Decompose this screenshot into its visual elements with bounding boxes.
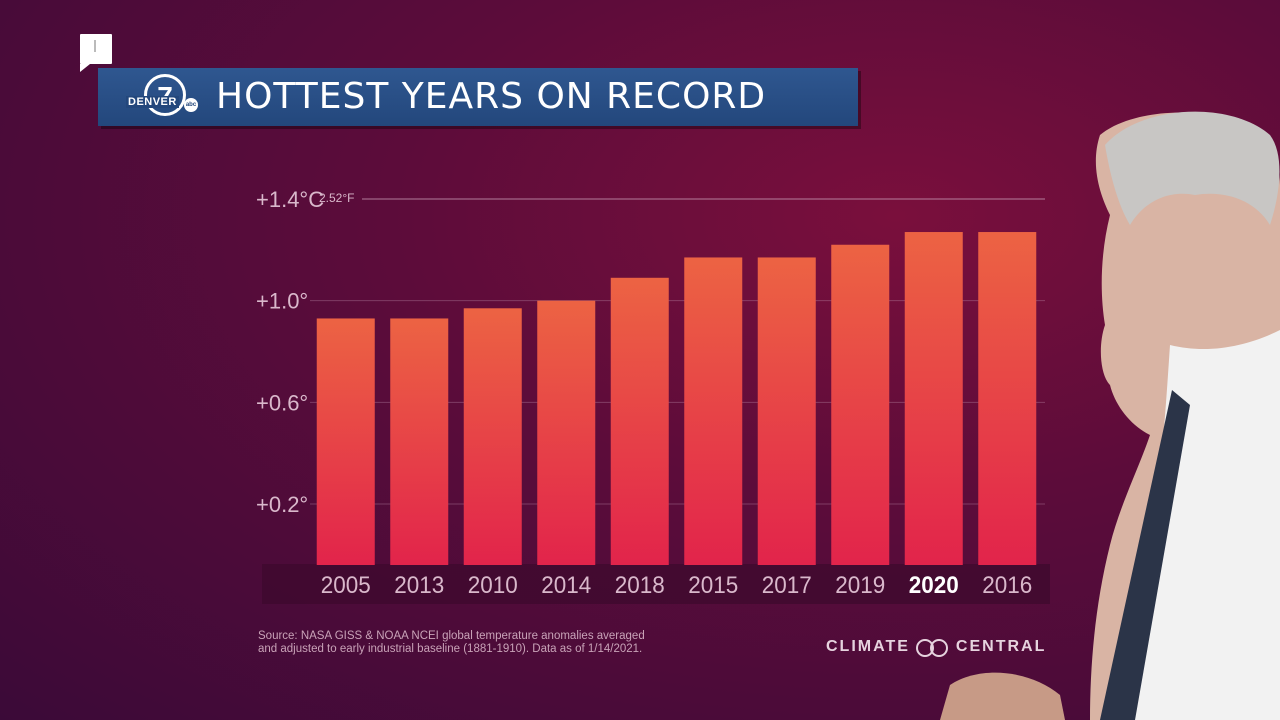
title-banner: 7 DENVER abc HOTTEST YEARS ON RECORD [98, 68, 858, 126]
presenter-figure [940, 111, 1280, 720]
bar [831, 244, 890, 565]
rings-icon [915, 638, 950, 657]
bar [537, 300, 596, 565]
x-tick-label: 2016 [982, 572, 1032, 599]
bar [978, 232, 1037, 565]
bar [316, 318, 375, 565]
brand-left: CLIMATE [826, 638, 910, 655]
brand-right: CENTRAL [955, 638, 1047, 655]
y-tick-label: +1.4°C [256, 187, 324, 212]
bar [463, 308, 522, 565]
bar [904, 232, 963, 565]
x-tick-label: 2013 [394, 572, 444, 599]
y-tick-label: +1.0° [256, 289, 308, 314]
x-tick-label: 2020 [909, 572, 959, 599]
x-tick-label: 2010 [468, 572, 518, 599]
logo-station: DENVER [126, 96, 179, 108]
logo-network: abc [184, 98, 198, 112]
x-tick-label: 2019 [835, 572, 885, 599]
y-tick-label: +0.2° [256, 492, 308, 517]
y-tick-sublabel: 2.52°F [319, 191, 354, 205]
x-axis-band [262, 564, 1050, 604]
source-note: Source: NASA GISS & NOAA NCEI global tem… [258, 630, 728, 656]
x-tick-label: 2017 [762, 572, 812, 599]
source-line-1: Source: NASA GISS & NOAA NCEI global tem… [258, 630, 645, 642]
bar [610, 277, 669, 565]
x-tick-label: 2018 [615, 572, 665, 599]
x-tick-label: 2015 [688, 572, 738, 599]
bar [390, 318, 449, 565]
chart-title: HOTTEST YEARS ON RECORD [216, 76, 767, 117]
x-tick-label: 2014 [541, 572, 591, 599]
bar [757, 257, 816, 565]
y-tick-label: +0.6° [256, 390, 308, 415]
source-line-2: and adjusted to early industrial baselin… [258, 643, 643, 655]
bar [684, 257, 743, 565]
climate-central-logo: CLIMATE CENTRAL [826, 638, 1047, 657]
x-tick-label: 2005 [321, 572, 371, 599]
corner-tab-icon [80, 34, 112, 72]
station-logo: 7 DENVER abc [126, 74, 204, 120]
